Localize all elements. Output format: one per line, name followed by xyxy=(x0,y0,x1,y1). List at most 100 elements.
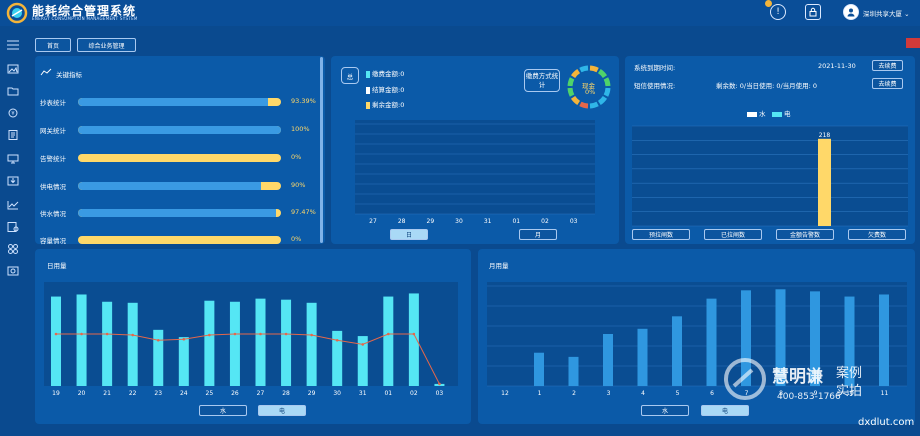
monthly-bar-0 xyxy=(534,352,544,386)
alarm-button-2[interactable]: 金额告警数 xyxy=(776,229,834,240)
payment-tick-6: 02 xyxy=(541,218,549,225)
daily-bar-9 xyxy=(281,299,292,386)
watermark-logo-icon xyxy=(724,358,766,400)
monthly-tab-water[interactable]: 水 xyxy=(641,405,689,416)
donut-value: 0% xyxy=(585,88,596,96)
alarm-button-0[interactable]: 预拉闸数 xyxy=(632,229,690,240)
tab-month[interactable]: 月 xyxy=(519,229,557,240)
breadcrumb-home[interactable]: 首页 xyxy=(35,38,71,52)
monthly-bar-9 xyxy=(844,296,855,386)
monthly-tick-5: 5 xyxy=(676,390,680,397)
monthly-bar-10 xyxy=(879,294,889,386)
metric-bar-0 xyxy=(78,98,281,106)
daily-bar-chart: 19 20 21 22 23 24 25 26 27 28 29 30 31 01 02 03 xyxy=(44,282,458,397)
daily-tick-15: 03 xyxy=(436,390,444,397)
donut-segment-5 xyxy=(589,101,599,109)
alarm-bar-1-2 xyxy=(818,138,831,226)
daily-line-point-3 xyxy=(131,333,134,337)
daily-tab-water[interactable]: 水 xyxy=(199,405,247,416)
payment-row-1: 结算金额:0 xyxy=(366,84,404,94)
daily-line-point-2 xyxy=(105,332,109,336)
metrics-scrollbar[interactable] xyxy=(320,57,323,243)
payment-tick-4: 31 xyxy=(484,218,492,225)
report-icon[interactable] xyxy=(7,222,19,232)
monthly-tick-6: 6 xyxy=(710,390,714,397)
metric-label-5: 容量情况 xyxy=(40,237,66,245)
monthly-tick-3: 3 xyxy=(607,390,611,397)
daily-bar-13 xyxy=(383,296,394,386)
app-subtitle: ENERGY CONSUMPTION MANAGEMENT SYSTEM xyxy=(32,16,138,21)
breadcrumb-current[interactable]: 综合业务管理 xyxy=(77,38,136,52)
daily-line-point-13 xyxy=(387,332,390,336)
payment-plot-area xyxy=(355,120,595,214)
payment-total-tag: 总 xyxy=(341,67,359,84)
donut-segment-10 xyxy=(570,68,581,79)
renew-button[interactable]: 去续费 xyxy=(872,60,903,71)
monthly-tick-0: 12 xyxy=(501,390,509,397)
daily-bar-0 xyxy=(51,296,61,386)
monthly-tick-1: 1 xyxy=(538,390,542,397)
alarm-button-1[interactable]: 已拉闸数 xyxy=(704,229,762,240)
metric-value-1: 100% xyxy=(291,125,310,133)
daily-bar-8 xyxy=(255,298,266,386)
sms-renew-button[interactable]: 去续费 xyxy=(872,78,903,89)
watermark-sub1: 案例 xyxy=(836,366,863,381)
daily-tab-power[interactable]: 电 xyxy=(258,405,306,416)
daily-bar-10 xyxy=(306,302,317,386)
daily-line-point-4 xyxy=(156,338,160,342)
daily-line-point-11 xyxy=(335,338,339,342)
payment-tick-7: 03 xyxy=(570,218,578,225)
payment-tick-3: 30 xyxy=(455,218,463,225)
alarm-bar-chart: 218 xyxy=(632,125,908,227)
collapse-tab[interactable] xyxy=(906,38,920,48)
monthly-bar-5 xyxy=(706,298,717,386)
monitor-icon[interactable] xyxy=(7,154,19,164)
monthly-bar-3 xyxy=(637,328,648,386)
donut-segment-2 xyxy=(603,77,611,87)
legend-water: 水 xyxy=(747,108,766,118)
monthly-tick-10: 10 xyxy=(846,390,854,397)
daily-tick-14: 02 xyxy=(410,390,418,397)
watermark-brand: 慧明谦 xyxy=(772,367,823,387)
donut-segment-6 xyxy=(579,101,589,109)
monthly-tab-power[interactable]: 电 xyxy=(701,405,749,416)
tab-day[interactable]: 日 xyxy=(390,229,428,240)
metric-fill-3 xyxy=(78,182,261,190)
user-name[interactable]: 深圳共享大厦 ⌄ xyxy=(863,10,910,18)
daily-tick-4: 23 xyxy=(154,390,162,397)
sms-info: 剩余数: 0/当日使用: 0/当月使用: 0 xyxy=(716,82,818,90)
document-icon[interactable] xyxy=(7,130,19,140)
metric-label-4: 供水情况 xyxy=(40,210,66,218)
menu-icon[interactable] xyxy=(7,40,19,50)
apps-icon[interactable] xyxy=(7,244,19,254)
daily-line-point-10 xyxy=(310,333,313,337)
line-chart-icon[interactable] xyxy=(7,200,19,210)
daily-bar-4 xyxy=(153,329,164,386)
image-icon[interactable] xyxy=(7,64,19,74)
daily-bar-2 xyxy=(102,301,113,386)
lock-icon[interactable] xyxy=(805,4,821,20)
monthly-bar-1 xyxy=(568,356,579,386)
monthly-bar-chart: 12 1 2 3 4 5 6 7 8 9 10 11 xyxy=(487,282,907,397)
metric-value-5: 0% xyxy=(291,235,302,243)
avatar[interactable] xyxy=(843,4,859,20)
alert-icon[interactable]: ! xyxy=(770,4,786,20)
daily-bar-1 xyxy=(76,294,87,386)
gallery-icon[interactable] xyxy=(7,266,19,276)
expire-label: 系统到期时间: xyxy=(634,64,676,72)
download-icon[interactable] xyxy=(7,176,19,186)
metric-value-3: 90% xyxy=(291,181,306,189)
daily-line-point-7 xyxy=(233,332,237,336)
payment-row-0: 缴费金额:0 xyxy=(366,68,404,78)
top-bar: 能耗综合管理系统 ENERGY CONSUMPTION MANAGEMENT S… xyxy=(0,0,920,26)
sidebar: ¥ xyxy=(0,26,26,436)
expire-date: 2021-11-30 xyxy=(818,62,856,70)
coin-icon[interactable]: ¥ xyxy=(7,108,19,118)
alarm-button-3[interactable]: 欠费数 xyxy=(848,229,906,240)
legend-power: 电 xyxy=(772,108,791,118)
daily-tick-2: 21 xyxy=(103,390,111,397)
daily-line-point-8 xyxy=(259,332,262,336)
monthly-bar-7 xyxy=(775,289,786,386)
folder-icon[interactable] xyxy=(7,86,19,96)
metric-bar-1 xyxy=(78,126,281,134)
